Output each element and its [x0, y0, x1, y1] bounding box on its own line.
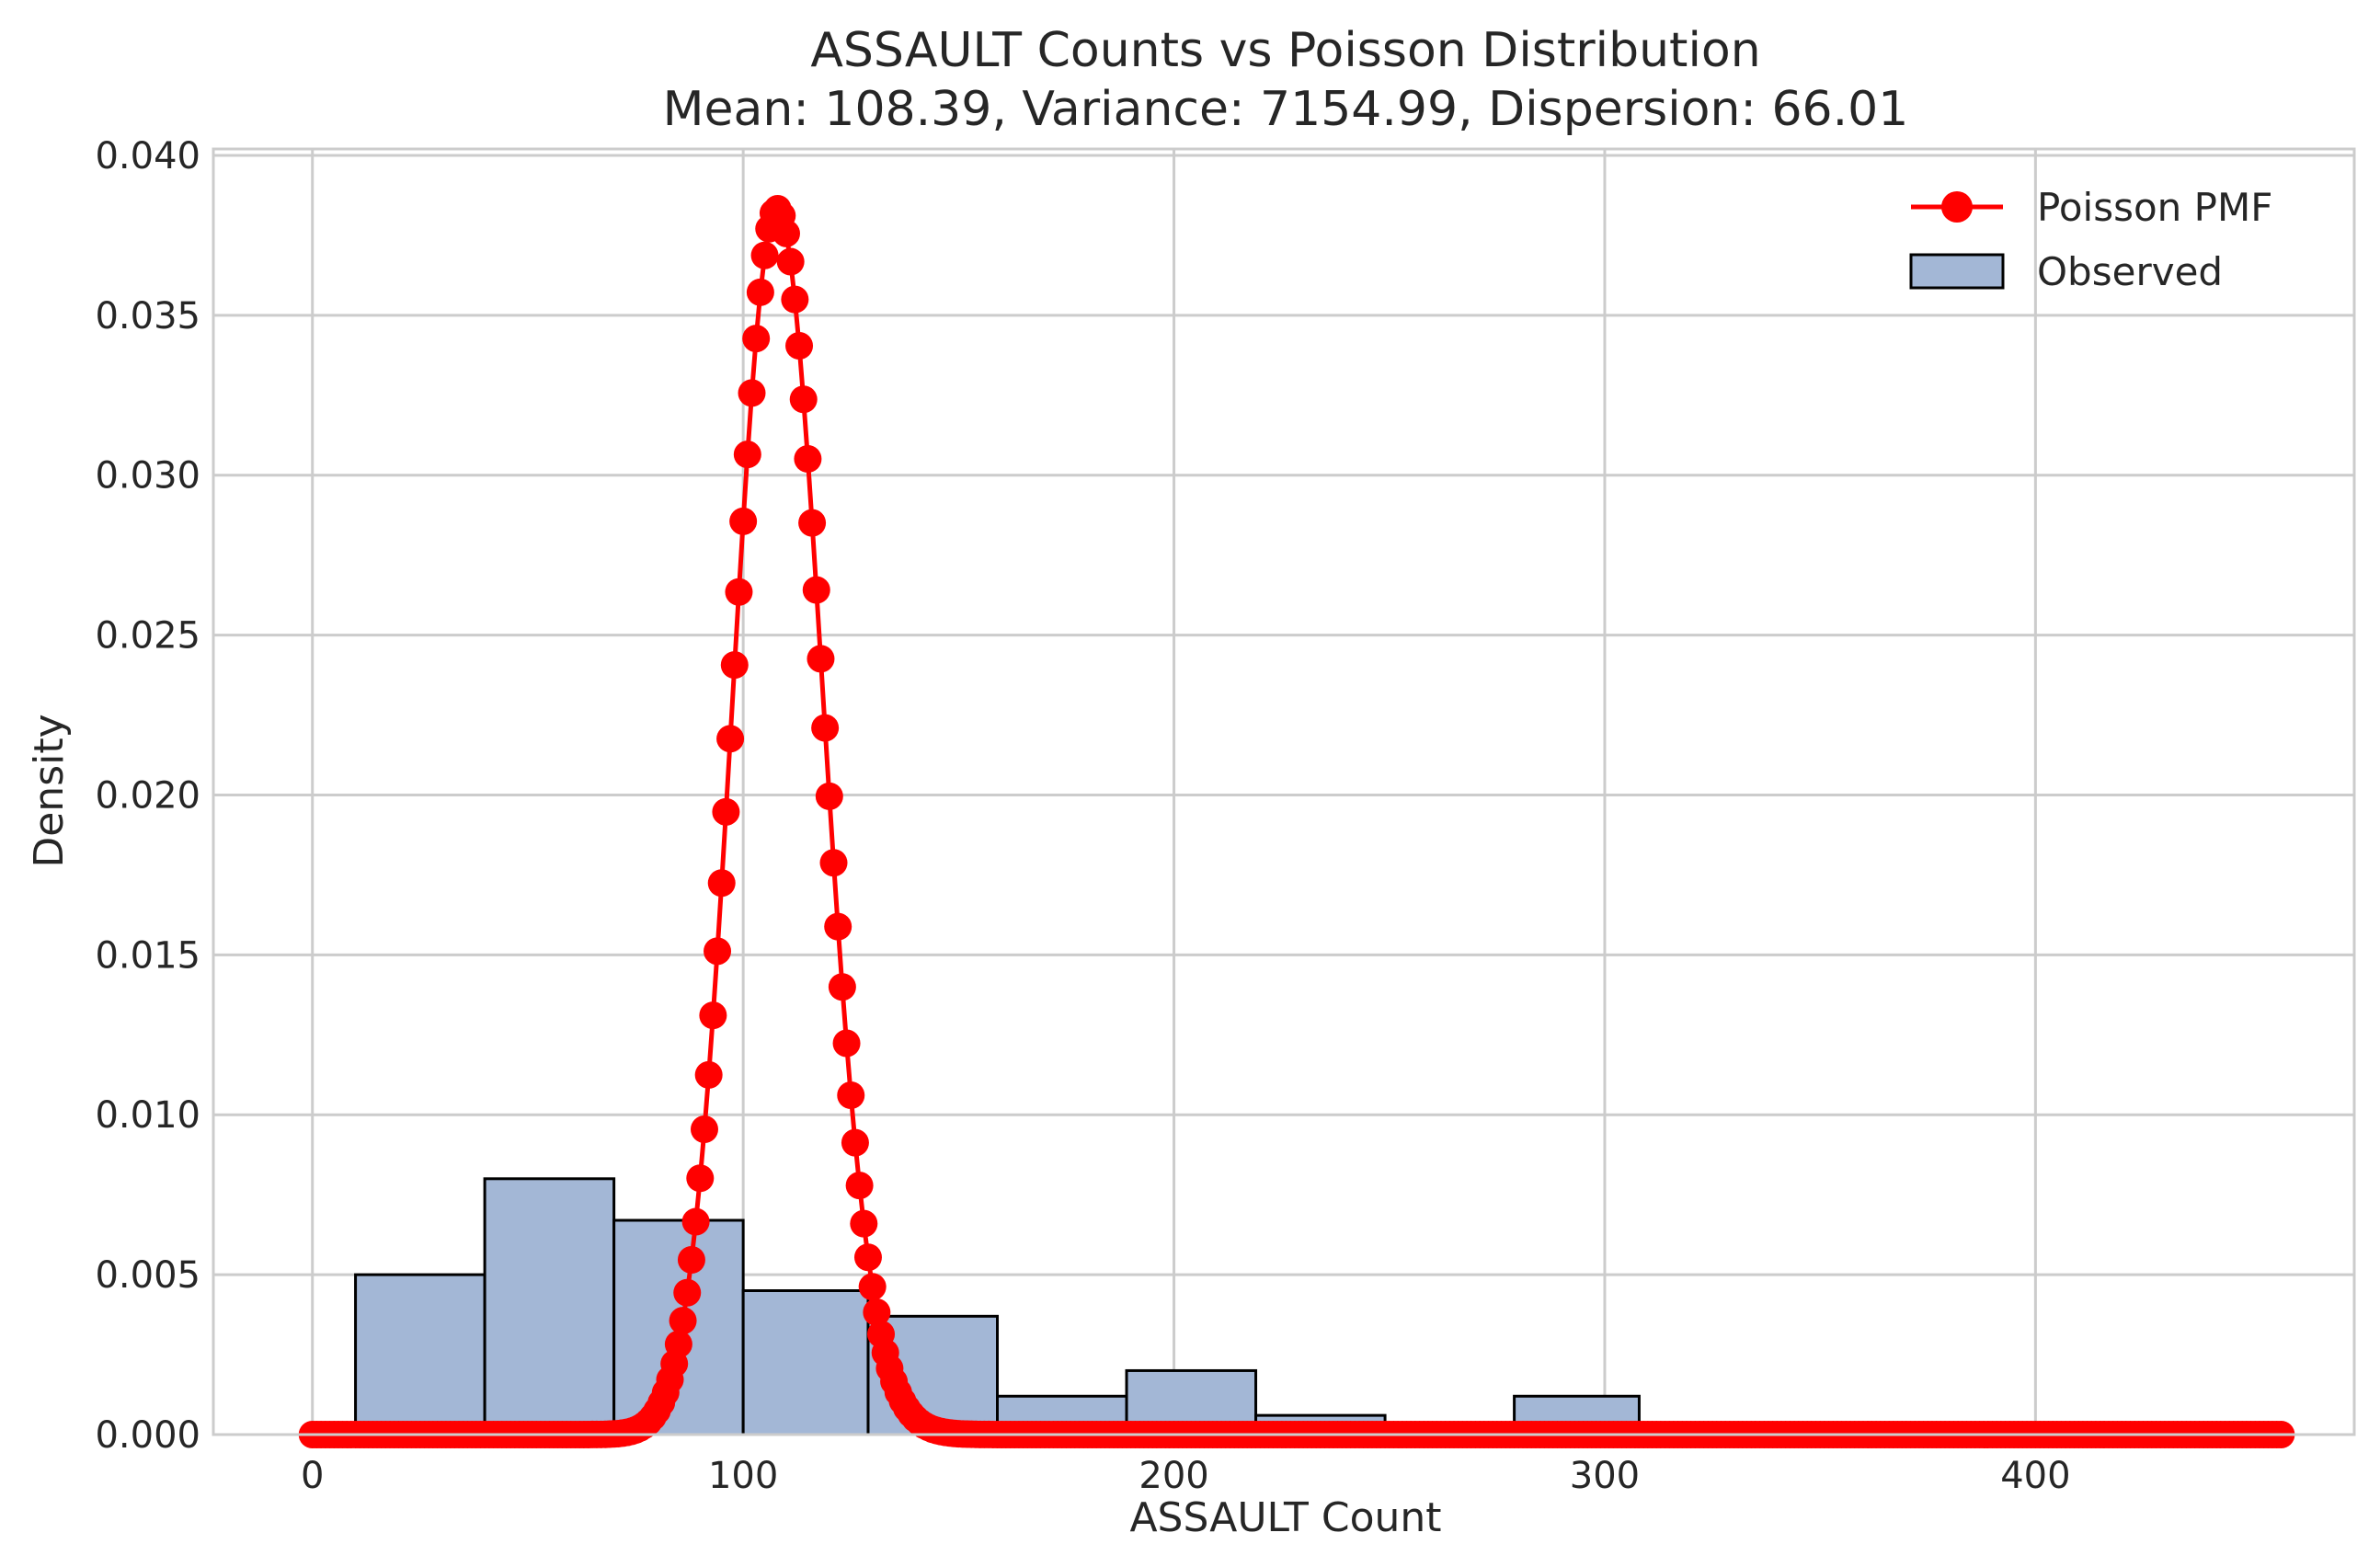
y-tick-label-7: 0.035 — [95, 295, 200, 337]
poisson-point — [664, 1330, 692, 1358]
poisson-point — [690, 1115, 718, 1143]
plot-frame — [212, 147, 2356, 1436]
poisson-point — [841, 1128, 869, 1157]
x-axis-label: ASSAULT Count — [1129, 1494, 1441, 1541]
poisson-point — [677, 1245, 705, 1274]
poisson-point — [853, 1243, 882, 1272]
poisson-point — [789, 385, 818, 414]
poisson-point — [750, 241, 779, 269]
poisson-point — [824, 912, 852, 941]
x-tick-label-0: 0 — [301, 1455, 324, 1497]
poisson-point — [832, 1029, 861, 1058]
poisson-point — [794, 444, 822, 473]
histogram-bar-0 — [354, 1273, 486, 1436]
x-tick-label-4: 400 — [2000, 1455, 2070, 1497]
poisson-point — [850, 1209, 878, 1238]
poisson-point — [742, 325, 771, 353]
poisson-point — [716, 725, 745, 753]
y-tick-label-0: 0.000 — [95, 1414, 200, 1457]
chart-subtitle: Mean: 108.39, Variance: 7154.99, Dispers… — [663, 82, 1909, 137]
y-tick-label-2: 0.010 — [95, 1094, 200, 1137]
poisson-point — [746, 278, 774, 306]
poisson-point — [781, 285, 809, 314]
poisson-point — [807, 645, 835, 673]
histogram-bar-3 — [741, 1289, 870, 1436]
legend-observed-label: Observed — [2037, 249, 2223, 294]
x-tick-label-3: 300 — [1570, 1455, 1640, 1497]
legend-observed-swatch — [1909, 253, 2005, 290]
poisson-point — [681, 1207, 710, 1236]
poisson-point — [819, 849, 848, 877]
x-tick-label-1: 100 — [708, 1455, 778, 1497]
poisson-point — [798, 509, 827, 537]
y-tick-label-8: 0.040 — [95, 135, 200, 177]
legend-poisson-marker — [1941, 191, 1973, 223]
y-tick-label-3: 0.015 — [95, 934, 200, 977]
poisson-point — [669, 1307, 697, 1335]
y-tick-labels: 0.000 0.005 0.010 0.015 0.020 0.025 0.030 0.035… — [95, 135, 200, 1457]
y-tick-label-1: 0.005 — [95, 1254, 200, 1297]
poisson-point — [845, 1172, 874, 1200]
poisson-point — [828, 973, 856, 1001]
histogram-bar-1 — [483, 1177, 616, 1436]
poisson-point — [785, 332, 814, 360]
poisson-point — [673, 1278, 702, 1307]
poisson-point — [725, 578, 753, 606]
poisson-point — [776, 247, 805, 276]
poisson-point — [720, 651, 749, 680]
poisson-point — [704, 937, 732, 966]
poisson-point — [699, 1001, 727, 1030]
poisson-point — [738, 379, 766, 407]
poisson-point — [686, 1164, 715, 1193]
y-tick-label-4: 0.020 — [95, 774, 200, 817]
poisson-point — [694, 1060, 723, 1089]
x-tick-label-2: 200 — [1139, 1455, 1208, 1497]
poisson-point — [707, 869, 736, 898]
poisson-point — [837, 1081, 865, 1110]
poisson-point — [802, 576, 830, 604]
y-tick-label-5: 0.025 — [95, 615, 200, 658]
poisson-point — [863, 1298, 891, 1327]
histogram-bars — [354, 1177, 1641, 1436]
poisson-point — [772, 219, 800, 247]
x-tick-labels: 0 100 200 300 400 — [301, 1455, 2071, 1497]
poisson-point — [815, 782, 843, 810]
poisson-point — [811, 714, 840, 742]
legend: Poisson PMF Observed — [1909, 185, 2272, 294]
chart-title: ASSAULT Counts vs Poisson Distribution — [810, 23, 1760, 78]
poisson-point — [712, 797, 740, 826]
y-axis-label: Density — [26, 714, 73, 867]
poisson-point — [858, 1273, 887, 1301]
poisson-point — [733, 440, 761, 469]
y-tick-label-6: 0.030 — [95, 455, 200, 498]
poisson-point — [729, 507, 758, 535]
legend-poisson-label: Poisson PMF — [2037, 185, 2272, 230]
